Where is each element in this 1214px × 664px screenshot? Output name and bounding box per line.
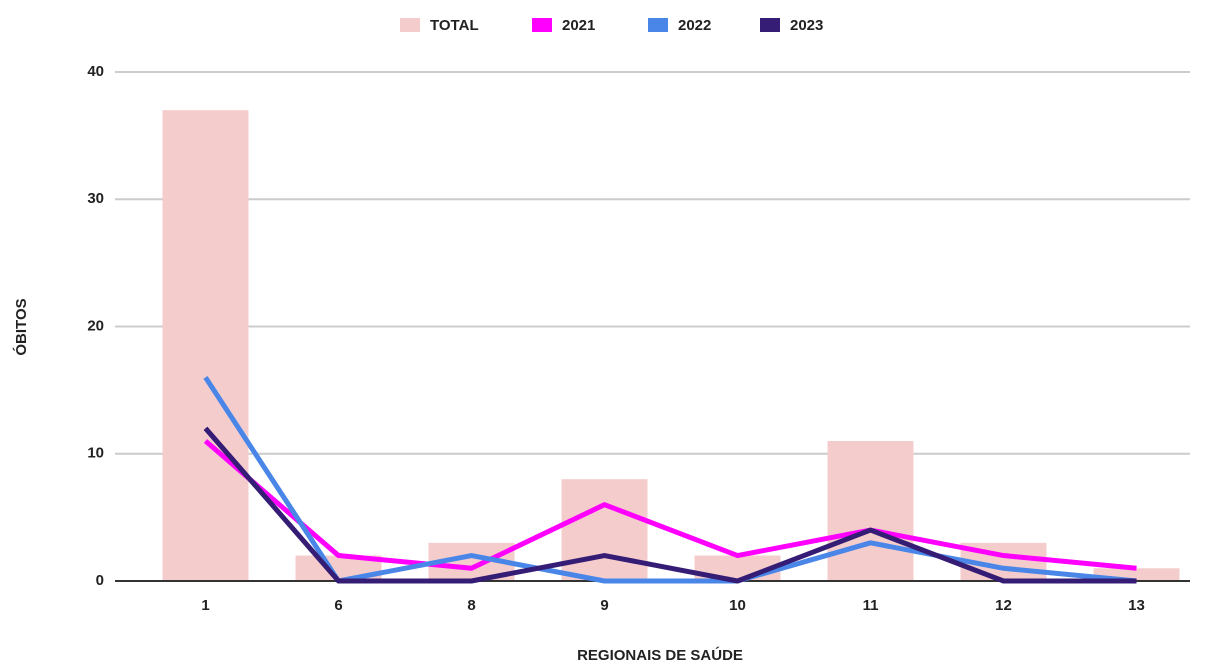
legend-swatch: [760, 18, 780, 32]
x-tick-label: 6: [334, 597, 342, 614]
legend-swatch: [648, 18, 668, 32]
y-tick-label: 20: [87, 317, 104, 334]
legend-label: 2021: [562, 17, 595, 34]
x-tick-label: 12: [995, 597, 1012, 614]
x-tick-label: 1: [201, 597, 209, 614]
line: [203, 426, 1137, 584]
bar: [162, 110, 249, 582]
legend-swatch: [532, 18, 552, 32]
legend-swatch: [400, 18, 420, 32]
y-tick-label: 10: [87, 445, 104, 462]
y-tick-label: 30: [87, 190, 104, 207]
x-tick-label: 8: [467, 597, 475, 614]
legend-label: 2023: [790, 17, 823, 34]
line: [203, 439, 1137, 571]
y-tick-label: 0: [96, 572, 104, 589]
bar: [561, 479, 648, 581]
y-axis-title: ÓBITOS: [12, 298, 30, 355]
bar: [827, 441, 914, 581]
x-tick-label: 10: [729, 597, 746, 614]
y-tick-label: 40: [87, 63, 104, 80]
x-tick-label: 13: [1128, 597, 1145, 614]
x-tick-label: 11: [863, 597, 879, 614]
legend-label: 2022: [678, 17, 711, 34]
legend-label: TOTAL: [430, 17, 479, 34]
line: [203, 376, 1137, 584]
x-tick-label: 9: [600, 597, 608, 614]
x-axis-title: REGIONAIS DE SAÚDE: [577, 646, 743, 664]
